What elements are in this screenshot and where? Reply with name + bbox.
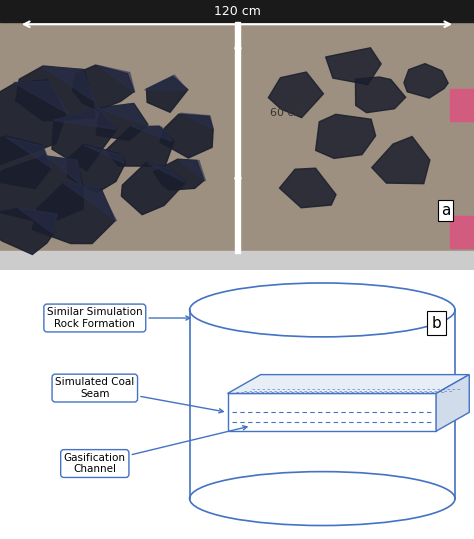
Polygon shape	[228, 393, 436, 431]
Polygon shape	[436, 375, 469, 431]
Polygon shape	[16, 66, 95, 121]
Text: 60 cm: 60 cm	[270, 108, 305, 118]
Polygon shape	[106, 126, 174, 166]
Polygon shape	[0, 209, 55, 254]
Polygon shape	[67, 144, 126, 193]
Polygon shape	[280, 168, 336, 208]
Polygon shape	[83, 145, 125, 164]
Polygon shape	[131, 126, 173, 141]
Polygon shape	[32, 183, 115, 244]
Bar	[235, 22, 240, 253]
Polygon shape	[6, 137, 52, 168]
Polygon shape	[326, 48, 381, 85]
Text: Simulated Coal
Seam: Simulated Coal Seam	[55, 377, 223, 413]
Polygon shape	[179, 160, 206, 181]
Polygon shape	[18, 208, 57, 233]
Polygon shape	[356, 77, 406, 113]
Polygon shape	[228, 375, 469, 393]
Text: b: b	[431, 316, 441, 331]
Polygon shape	[43, 67, 95, 102]
Polygon shape	[268, 72, 323, 118]
Polygon shape	[64, 183, 117, 221]
Bar	[0, 0, 474, 22]
Polygon shape	[154, 159, 204, 190]
Polygon shape	[180, 113, 213, 129]
Polygon shape	[145, 75, 187, 90]
Bar	[450, 89, 474, 121]
Polygon shape	[147, 163, 186, 183]
Polygon shape	[0, 156, 83, 224]
Polygon shape	[0, 80, 66, 165]
Polygon shape	[316, 114, 375, 158]
Polygon shape	[372, 136, 430, 184]
Polygon shape	[404, 64, 448, 98]
Polygon shape	[53, 108, 117, 129]
Polygon shape	[146, 77, 188, 112]
Text: 120 cm: 120 cm	[214, 4, 260, 17]
Polygon shape	[100, 103, 146, 126]
Text: a: a	[441, 203, 450, 218]
Polygon shape	[73, 65, 134, 110]
Text: Similar Simulation
Rock Formation: Similar Simulation Rock Formation	[47, 307, 190, 329]
Polygon shape	[0, 136, 51, 189]
Bar	[450, 216, 474, 248]
Text: Gasification
Channel: Gasification Channel	[64, 426, 247, 474]
Polygon shape	[14, 81, 68, 114]
Polygon shape	[121, 162, 186, 215]
Polygon shape	[160, 114, 213, 158]
Bar	[0, 251, 474, 270]
Polygon shape	[96, 103, 148, 140]
Polygon shape	[47, 156, 82, 185]
Polygon shape	[98, 65, 135, 92]
Polygon shape	[52, 108, 117, 171]
